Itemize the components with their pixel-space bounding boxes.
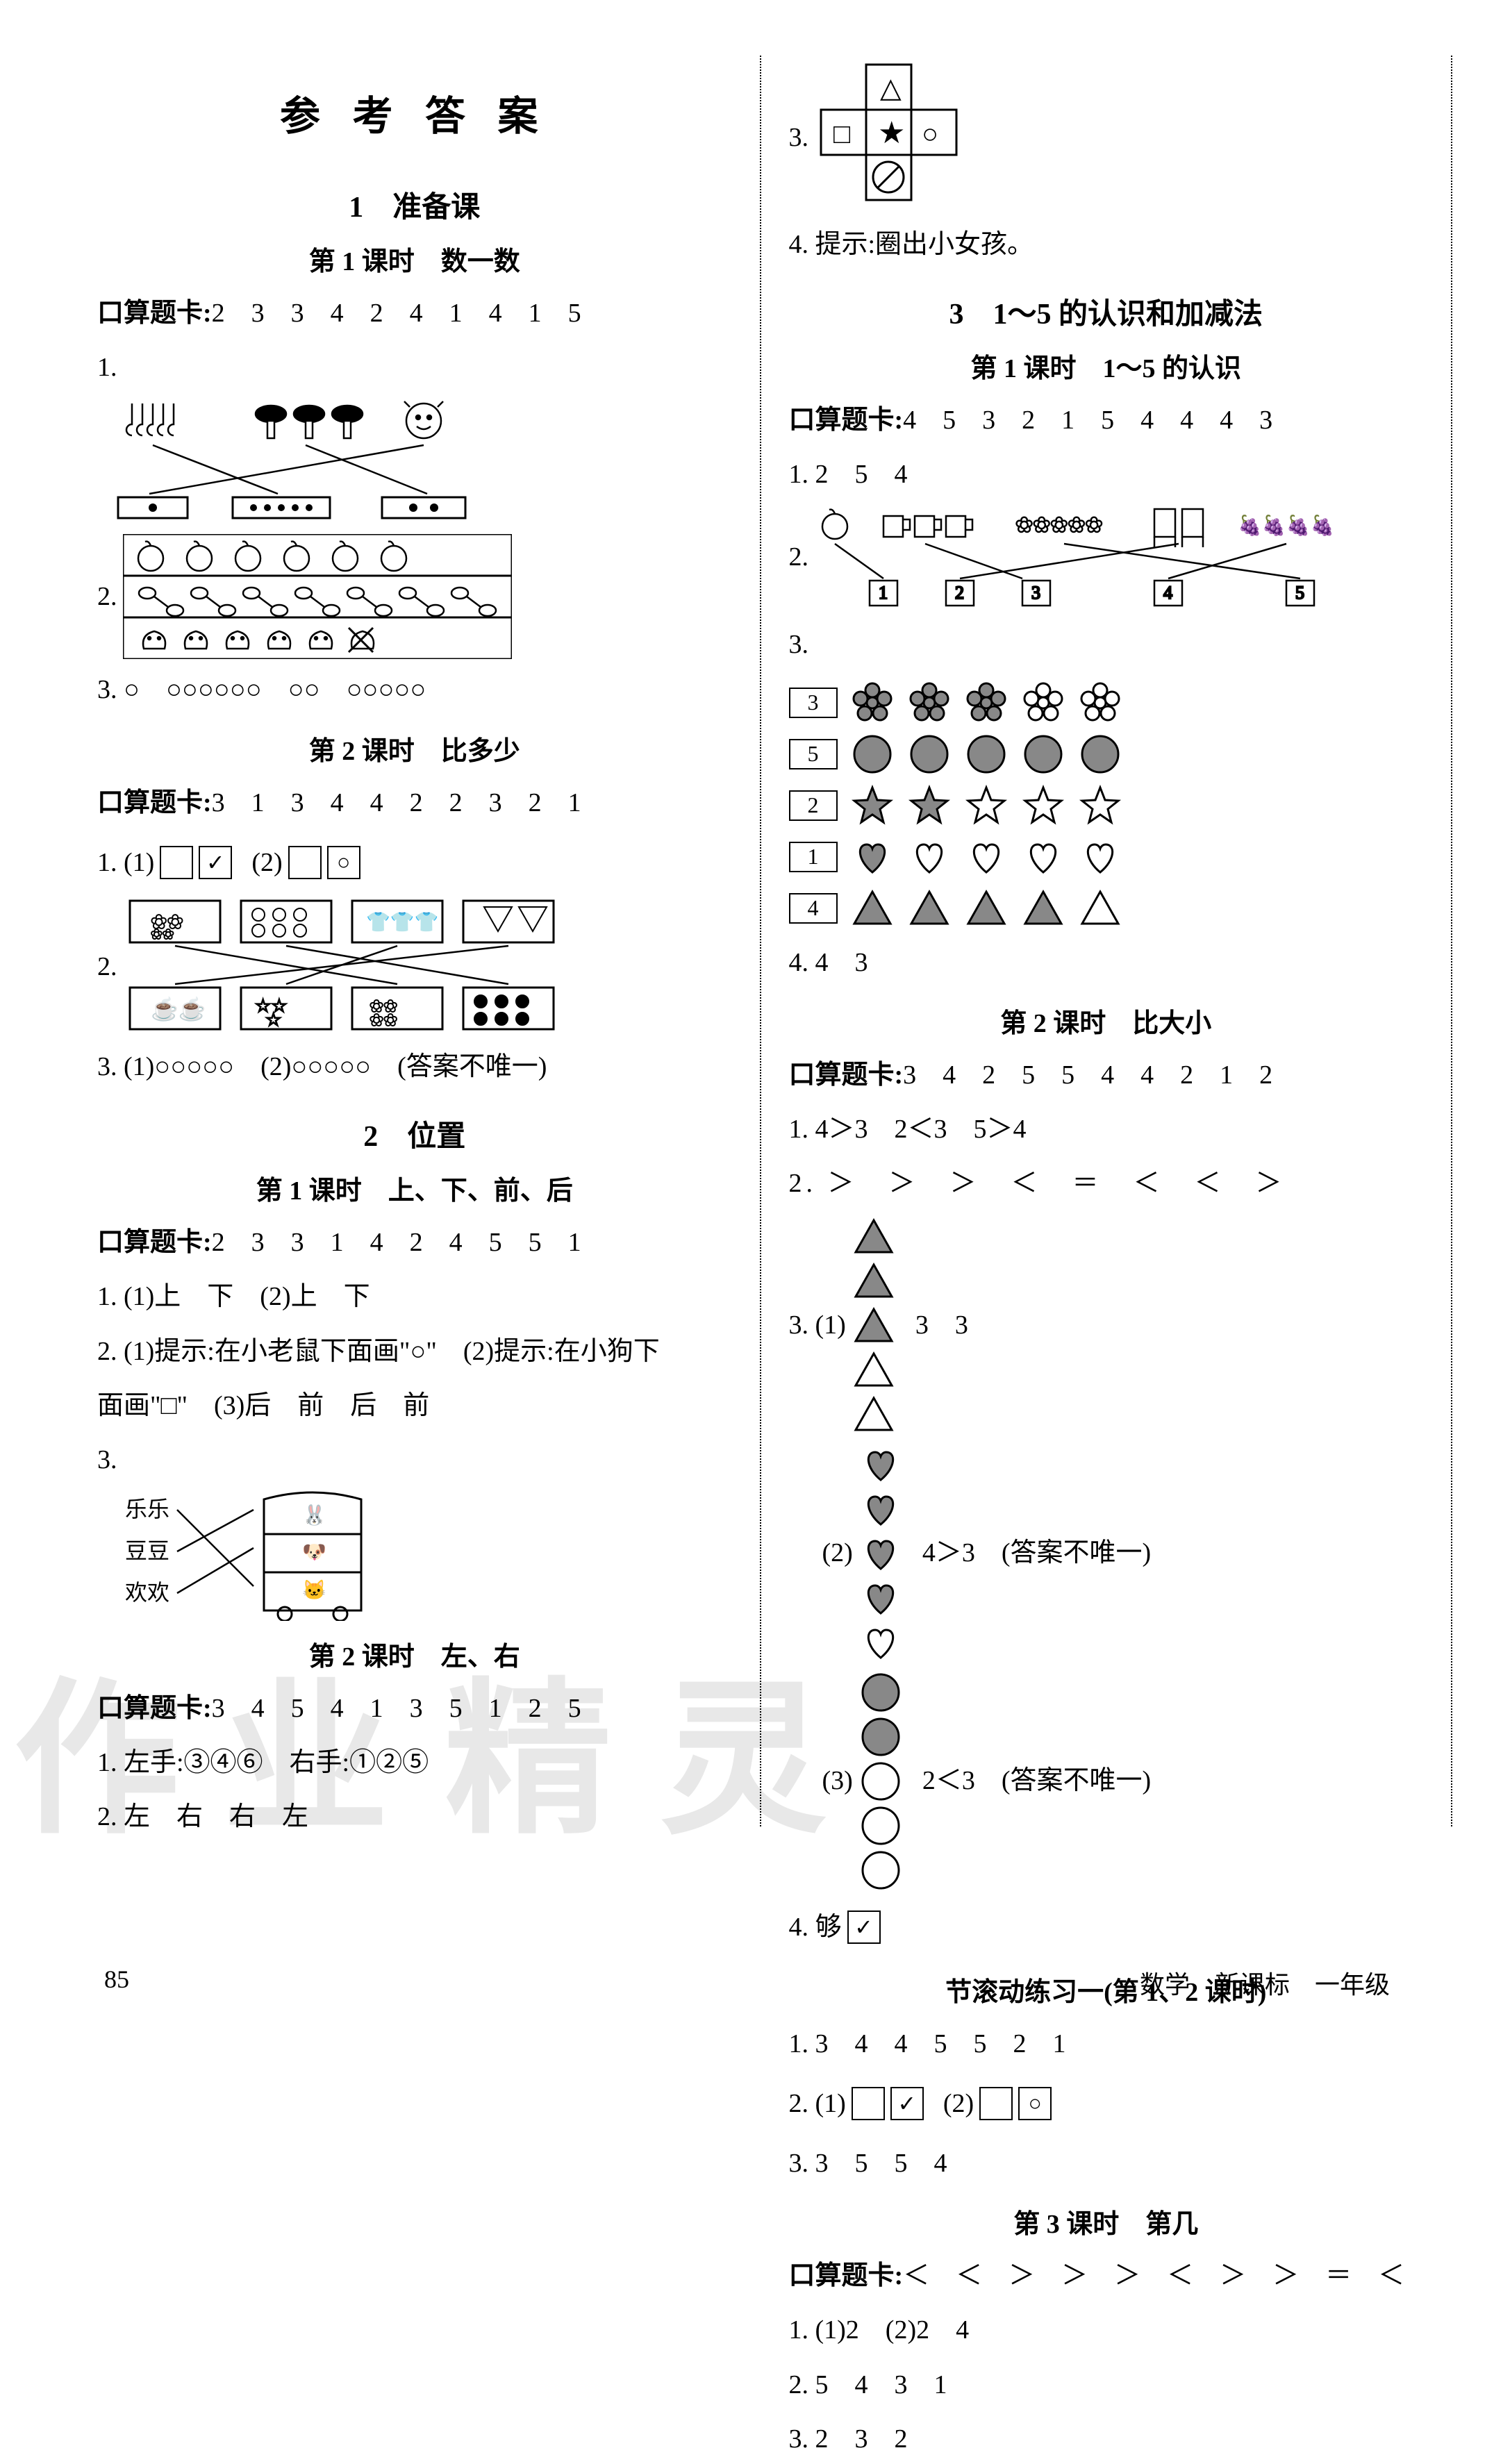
card-row: 口算题卡:2 3 3 4 2 4 1 4 1 5 (97, 288, 732, 338)
l31-q2-diagram: 2. ✿✿✿✿✿ 🍇🍇🍇🍇 1 2 3 4 5 (789, 506, 1424, 610)
bus-diagram: 乐乐 豆豆 欢欢 🐰 🐶 🐱 (97, 1489, 445, 1621)
svg-text:1: 1 (879, 583, 888, 603)
l22-q1: 1. 左手:③④⑥ 右手:①②⑤ (97, 1738, 732, 1788)
svg-text:🍇🍇🍇🍇: 🍇🍇🍇🍇 (1238, 514, 1334, 537)
svg-text:□: □ (833, 118, 850, 149)
roll-q2: 2. (1) ✓ (2) ○ (789, 2074, 1424, 2133)
l21-q1: 1. (1)上 下 (2)上 下 (97, 1272, 732, 1322)
l21-q2a: 2. (1)提示:在小老鼠下面画"○" (2)提示:在小狗下 (97, 1326, 732, 1376)
l32-q2: 2. ＞ ＞ ＞ ＜ ＝ ＜ ＜ ＞ (789, 1158, 1424, 1208)
svg-text:★: ★ (878, 116, 905, 150)
q2-table: 2. (97, 534, 732, 659)
footer-text: 数学 新课标 一年级 (1140, 1965, 1390, 2001)
left-column: 参 考 答 案 1 准备课 第 1 课时 数一数 口算题卡:2 3 3 4 2 … (97, 56, 732, 1847)
svg-text:5: 5 (1295, 583, 1304, 603)
svg-text:△: △ (880, 72, 902, 103)
lesson3-2-title: 第 2 课时 比大小 (789, 1001, 1424, 1040)
lesson3-3-title: 第 3 课时 第几 (789, 2202, 1424, 2240)
l33-q3: 3. 2 3 2 (789, 2414, 1424, 2464)
l31-q3: 3. (789, 615, 1424, 674)
unit3-title: 3 1～5 的认识和加减法 (789, 290, 1424, 333)
page-number: 85 (104, 1965, 129, 2001)
svg-text:✿✿: ✿✿ (370, 1012, 397, 1030)
q3-circles: 3. ○ ○○○○○○ ○○ ○○○○○ (97, 665, 732, 715)
lesson2-1-title: 第 1 课时 上、下、前、后 (97, 1169, 732, 1207)
svg-text:2: 2 (955, 583, 964, 603)
l12-q3: 3. (1)○○○○○ (2)○○○○○ (答案不唯一) (97, 1042, 732, 1092)
svg-text:✿✿: ✿✿ (151, 927, 174, 942)
svg-text:4: 4 (1163, 583, 1172, 603)
l32-q1: 1. 4＞3 2＜3 5＞4 (789, 1104, 1424, 1154)
lesson3-1-title: 第 1 课时 1～5 的认识 (789, 347, 1424, 385)
matching-diagram-1 (97, 397, 514, 528)
l12-q2-diagram: 2. ✿✿✿✿ 👕👕👕 ☕☕ ☆☆☆ ✿✿✿✿ (97, 897, 732, 1036)
svg-text:3: 3 (1031, 583, 1040, 603)
l32-q3-2: (2) 4＞3 (答案不唯一) (789, 1442, 1424, 1665)
svg-text:✿✿✿✿✿: ✿✿✿✿✿ (1015, 514, 1103, 537)
footer: 85 数学 新课标 一年级 (0, 1965, 1494, 2001)
r-q4: 4. 提示:圈出小女孩。 (789, 219, 1424, 269)
l32-q4: 4. 够 ✓ (789, 1898, 1424, 1956)
svg-text:🐱: 🐱 (302, 1579, 326, 1601)
card-row: 口算题卡:2 3 3 1 4 2 4 5 5 1 (97, 1217, 732, 1267)
roll-q1: 1. 3 4 4 5 5 2 1 (789, 2019, 1424, 2069)
l21-q2b: 面画"□" (3)后 前 后 前 (97, 1381, 732, 1431)
card-row: 口算题卡:＜ ＜ ＞ ＞ ＞ ＜ ＞ ＞ ＝ ＜ (789, 2251, 1424, 2301)
unit1-title: 1 准备课 (97, 183, 732, 226)
cross-diagram: 3. △ □ ★ ○ (789, 61, 1424, 214)
lesson1-2-title: 第 2 课时 比多少 (97, 729, 732, 767)
svg-text:○: ○ (922, 118, 938, 149)
l21-q3: 3. (97, 1435, 732, 1485)
l31-q1: 1. 2 5 4 (789, 449, 1424, 499)
shape-rows: 35214 (789, 681, 1424, 931)
l32-q3-3: (3) 2＜3 (答案不唯一) (789, 1670, 1424, 1892)
lesson2-2-title: 第 2 课时 左、右 (97, 1635, 732, 1673)
svg-text:☕☕: ☕☕ (151, 996, 206, 1022)
q1-label: 1. (97, 342, 732, 392)
svg-text:☆: ☆ (265, 1010, 281, 1030)
card-row: 口算题卡:3 1 3 4 4 2 2 3 2 1 (97, 778, 732, 828)
card-row: 口算题卡:4 5 3 2 1 5 4 4 4 3 (789, 395, 1424, 445)
svg-text:👕👕👕: 👕👕👕 (366, 912, 439, 933)
unit2-title: 2 位置 (97, 1113, 732, 1155)
svg-text:豆豆: 豆豆 (125, 1538, 169, 1563)
svg-text:🐶: 🐶 (302, 1542, 326, 1563)
l22-q2: 2. 左 右 右 左 (97, 1792, 732, 1842)
l33-q1: 1. (1)2 (2)2 4 (789, 2305, 1424, 2355)
l12-q1: 1. (1) ✓ (2) ○ (97, 833, 732, 892)
svg-text:欢欢: 欢欢 (125, 1580, 169, 1605)
right-column: 3. △ □ ★ ○ 4. 提示:圈出小女孩。 3 1～5 的认识和加减法 第 … (789, 56, 1424, 1847)
card-row: 口算题卡:3 4 2 5 5 4 4 2 1 2 (789, 1050, 1424, 1100)
svg-text:乐乐: 乐乐 (125, 1497, 169, 1522)
page-title: 参 考 答 案 (97, 83, 732, 142)
l31-q4: 4. 4 3 (789, 938, 1424, 988)
svg-text:🐰: 🐰 (302, 1504, 326, 1526)
roll-q3: 3. 3 5 5 4 (789, 2138, 1424, 2188)
l33-q2: 2. 5 4 3 1 (789, 2360, 1424, 2410)
card-row: 口算题卡:3 4 5 4 1 3 5 1 2 5 (97, 1683, 732, 1733)
lesson1-1-title: 第 1 课时 数一数 (97, 240, 732, 278)
l32-q3-1: 3. (1) 3 3 (789, 1215, 1424, 1437)
